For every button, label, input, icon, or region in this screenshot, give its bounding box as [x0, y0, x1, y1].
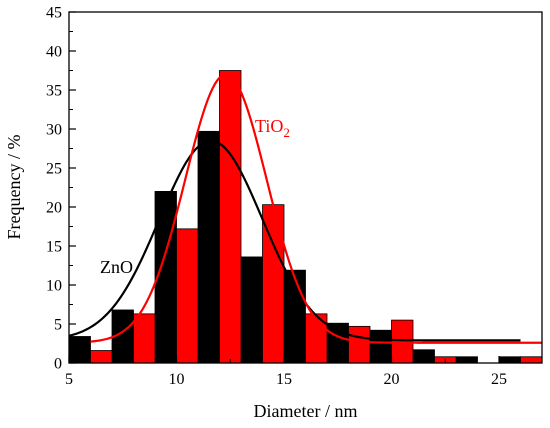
zno-annotation: ZnO: [100, 257, 133, 277]
zno-fit-curve: [68, 139, 521, 342]
fit-curves-layer: [68, 73, 542, 344]
tio2-bar: [348, 325, 371, 364]
y-tick-label: 5: [54, 317, 62, 334]
tio2-bar: [90, 350, 113, 364]
zno-bar: [455, 356, 478, 364]
tio2-fit-curve: [90, 73, 542, 344]
y-tick-label: 10: [46, 278, 62, 295]
y-tick-label: 20: [46, 200, 62, 217]
tio2-bar: [133, 313, 156, 364]
x-tick-label: 5: [65, 371, 73, 388]
tio2-bar: [520, 356, 543, 364]
zno-bar: [197, 130, 220, 364]
tio2-bar: [176, 228, 199, 364]
tio2-bar: [219, 70, 242, 364]
bars-layer: [68, 70, 543, 364]
tio2-annotation-subscript: 2: [283, 125, 290, 140]
y-tick-label: 35: [46, 83, 62, 100]
x-axis-title: Diameter / nm: [254, 401, 358, 421]
y-tick-label: 30: [46, 122, 62, 139]
y-tick-label: 15: [46, 239, 62, 256]
zno-bar: [283, 269, 306, 364]
x-tick-label: 20: [384, 371, 400, 388]
zno-bar: [412, 349, 435, 364]
y-tick-label: 0: [54, 356, 62, 373]
y-tick-label: 25: [46, 161, 62, 178]
tio2-annotation: TiO2: [255, 116, 290, 140]
y-tick-label: 40: [46, 44, 62, 61]
y-axis-title: Frequency / %: [4, 135, 24, 240]
zno-bar: [326, 322, 349, 364]
tio2-bar: [391, 319, 414, 364]
x-tick-label: 25: [491, 371, 507, 388]
y-tick-label: 45: [46, 5, 62, 22]
zno-bar: [240, 256, 263, 364]
x-tick-label: 15: [276, 371, 292, 388]
zno-bar: [68, 336, 91, 364]
ticks-layer: [68, 11, 500, 364]
zno-bar: [498, 356, 521, 364]
zno-bar: [369, 329, 392, 364]
tio2-annotation-main: TiO: [255, 116, 283, 136]
x-tick-label: 10: [169, 371, 185, 388]
